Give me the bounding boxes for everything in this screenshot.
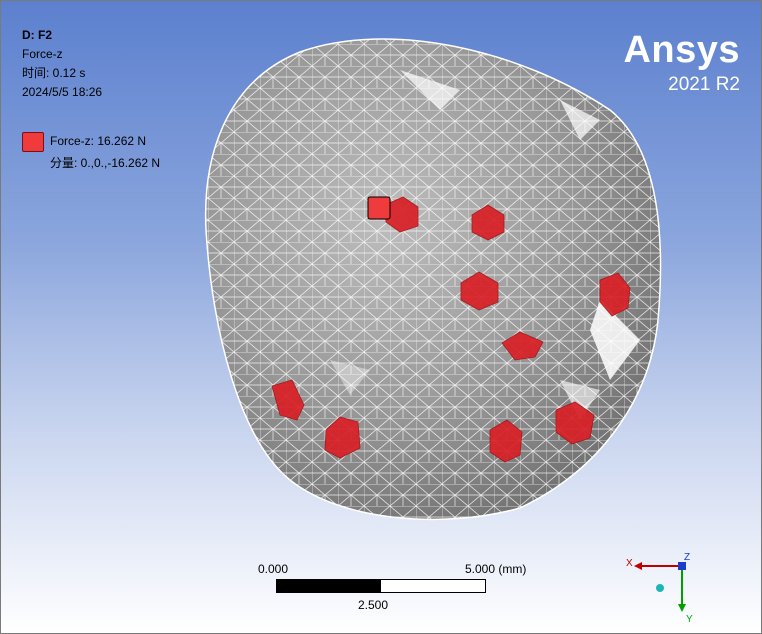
timestamp: 2024/5/5 18:26 <box>22 85 103 99</box>
load-patch <box>501 331 544 361</box>
load-patch <box>460 271 499 311</box>
scale-left-label: 0.000 <box>258 562 289 576</box>
brand-version: 2021 R2 <box>668 74 740 95</box>
scale-right-label: 5.000 (mm) <box>465 562 527 576</box>
z-axis-marker <box>678 562 686 570</box>
scale-bar: 0.000 5.000 (mm) 2.500 <box>250 562 550 622</box>
x-axis-label: X <box>626 558 633 569</box>
load-patch <box>599 272 631 317</box>
result-label: Force-z <box>22 47 63 61</box>
triad-ball <box>656 584 664 592</box>
analysis-title: D: F2 <box>22 28 52 42</box>
time-readout: 时间: 0.12 s <box>22 66 86 80</box>
legend-components: 分量: 0.,0.,-16.262 N <box>50 156 161 170</box>
cube-body <box>204 38 662 521</box>
force-marker[interactable] <box>367 196 391 220</box>
z-axis-label: Z <box>684 552 690 563</box>
result-info: D: F2 Force-z 时间: 0.12 s 2024/5/5 18:26 <box>22 26 102 102</box>
load-patches <box>271 196 631 463</box>
load-patch <box>271 379 305 421</box>
axis-triad[interactable]: X Y Z <box>620 548 700 628</box>
ansys-logo: Ansys 2021 R2 <box>623 30 740 98</box>
load-patch <box>555 401 595 445</box>
load-patch <box>384 196 419 233</box>
legend-swatch <box>22 132 44 152</box>
load-patch <box>489 419 523 463</box>
legend-label: Force-z: 16.262 N <box>50 134 147 148</box>
y-axis-label: Y <box>686 614 693 625</box>
brand-name: Ansys <box>623 29 740 71</box>
scale-mid-label: 2.500 <box>358 598 389 612</box>
scale-bar-graphic <box>276 579 486 593</box>
load-patch <box>471 204 505 241</box>
load-patch <box>324 416 361 459</box>
